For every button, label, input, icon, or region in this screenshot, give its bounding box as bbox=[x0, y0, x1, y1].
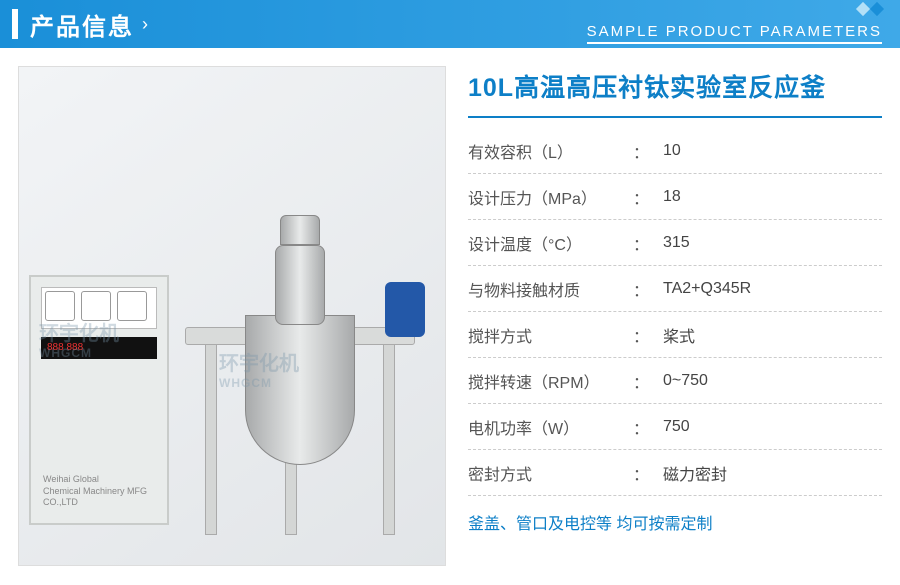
decor-diamonds bbox=[858, 4, 882, 14]
spec-row: 搅拌转速（RPM）：0~750 bbox=[468, 358, 882, 404]
spec-colon: ： bbox=[633, 369, 663, 393]
chevron-right-icon: › bbox=[142, 14, 148, 35]
meter-icon bbox=[117, 291, 147, 321]
spec-value: TA2+Q345R bbox=[663, 280, 882, 298]
spec-value: 18 bbox=[663, 188, 882, 206]
spec-row: 搅拌方式：桨式 bbox=[468, 312, 882, 358]
customization-note: 釜盖、管口及电控等 均可按需定制 bbox=[468, 510, 882, 534]
spec-value: 315 bbox=[663, 234, 882, 252]
spec-colon: ： bbox=[633, 277, 663, 301]
spec-label: 与物料接触材质 bbox=[468, 277, 633, 301]
spec-row: 设计压力（MPa）：18 bbox=[468, 174, 882, 220]
spec-row: 电机功率（W）：750 bbox=[468, 404, 882, 450]
spec-value: 桨式 bbox=[663, 323, 882, 347]
diamond-icon bbox=[870, 2, 884, 16]
spec-row: 设计温度（°C）：315 bbox=[468, 220, 882, 266]
control-panel: 888 888 Weihai Global Chemical Machinery… bbox=[29, 275, 169, 525]
header-subtitle: SAMPLE PRODUCT PARAMETERS bbox=[587, 23, 882, 44]
spec-value: 磁力密封 bbox=[663, 461, 882, 485]
spec-table: 有效容积（L）：10设计压力（MPa）：18设计温度（°C）：315与物料接触材… bbox=[468, 128, 882, 496]
spec-colon: ： bbox=[633, 461, 663, 485]
watermark: 环宇化机WHGCM bbox=[39, 317, 119, 360]
diamond-icon bbox=[856, 2, 870, 16]
spec-label: 电机功率（W） bbox=[468, 415, 633, 439]
accent-bar bbox=[12, 9, 18, 39]
watermark: 环宇化机WHGCM bbox=[219, 347, 299, 390]
header-left: 产品信息 › bbox=[0, 0, 148, 48]
info-panel: 10L高温高压衬钛实验室反应釜 有效容积（L）：10设计压力（MPa）：18设计… bbox=[468, 66, 882, 566]
spec-value: 10 bbox=[663, 142, 882, 160]
spec-colon: ： bbox=[633, 139, 663, 163]
panel-brand-l2: Chemical Machinery MFG CO.,LTD bbox=[43, 486, 167, 509]
content: 888 888 Weihai Global Chemical Machinery… bbox=[0, 48, 900, 566]
reactor-vessel bbox=[245, 315, 355, 465]
spec-label: 设计温度（°C） bbox=[468, 231, 633, 255]
spec-row: 与物料接触材质：TA2+Q345R bbox=[468, 266, 882, 312]
spec-colon: ： bbox=[633, 185, 663, 209]
spec-colon: ： bbox=[633, 415, 663, 439]
spec-value: 750 bbox=[663, 418, 882, 436]
spec-colon: ： bbox=[633, 231, 663, 255]
spec-value: 0~750 bbox=[663, 372, 882, 390]
header-bar: 产品信息 › SAMPLE PRODUCT PARAMETERS bbox=[0, 0, 900, 48]
spec-label: 搅拌转速（RPM） bbox=[468, 369, 633, 393]
product-title: 10L高温高压衬钛实验室反应釜 bbox=[468, 68, 882, 118]
panel-brand: Weihai Global Chemical Machinery MFG CO.… bbox=[43, 474, 167, 509]
spec-label: 有效容积（L） bbox=[468, 139, 633, 163]
product-image: 888 888 Weihai Global Chemical Machinery… bbox=[18, 66, 446, 566]
spec-colon: ： bbox=[633, 323, 663, 347]
spec-row: 有效容积（L）：10 bbox=[468, 128, 882, 174]
spec-label: 设计压力（MPa） bbox=[468, 185, 633, 209]
header-title: 产品信息 bbox=[30, 7, 134, 42]
motor-icon bbox=[385, 282, 425, 337]
spec-label: 密封方式 bbox=[468, 461, 633, 485]
spec-row: 密封方式：磁力密封 bbox=[468, 450, 882, 496]
spec-label: 搅拌方式 bbox=[468, 323, 633, 347]
panel-brand-l1: Weihai Global bbox=[43, 474, 167, 486]
